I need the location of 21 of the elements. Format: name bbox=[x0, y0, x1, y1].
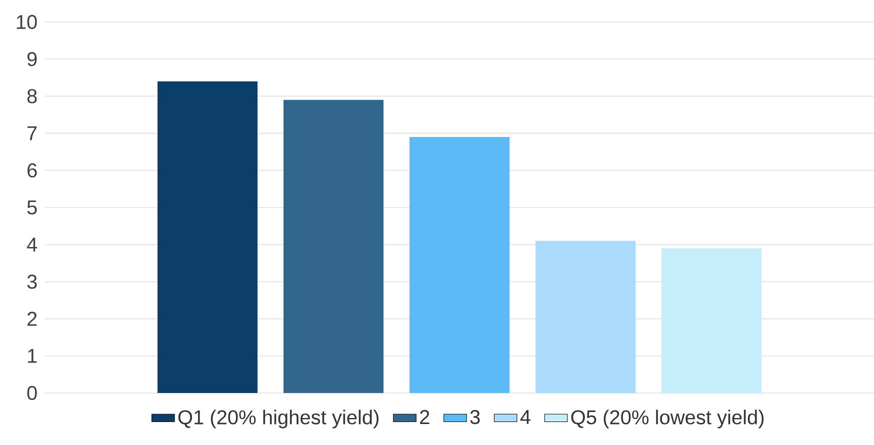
legend-label: 4 bbox=[520, 410, 530, 424]
y-tick-label: 5 bbox=[27, 200, 37, 214]
y-tick-label: 8 bbox=[27, 89, 37, 104]
y-tick-label: 9 bbox=[27, 52, 37, 66]
bar bbox=[536, 240, 636, 393]
bar bbox=[662, 248, 762, 393]
bar bbox=[284, 100, 384, 393]
y-tick-label: 2 bbox=[28, 312, 37, 326]
y-tick-label: 1 bbox=[28, 349, 37, 363]
bar bbox=[158, 81, 258, 393]
legend-label: Q5 (20% lowest yield) bbox=[571, 410, 764, 428]
legend-label: Q1 (20% highest yield) bbox=[178, 410, 378, 428]
y-tick-label: 0 bbox=[27, 386, 37, 400]
y-tick-label: 4 bbox=[26, 238, 38, 252]
bar bbox=[410, 137, 510, 393]
y-tick-label: 7 bbox=[28, 126, 37, 140]
legend-label: 3 bbox=[470, 410, 480, 424]
y-tick-label: 10 bbox=[16, 14, 37, 30]
y-tick-label: 3 bbox=[27, 274, 37, 289]
legend-label: 2 bbox=[420, 410, 430, 424]
y-tick-label: 6 bbox=[28, 163, 37, 178]
